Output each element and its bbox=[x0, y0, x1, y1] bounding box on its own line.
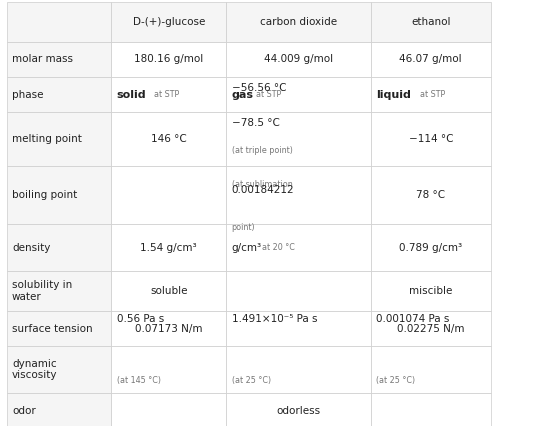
Bar bbox=[111, 166, 226, 225]
Text: 0.02275 N/m: 0.02275 N/m bbox=[397, 324, 465, 334]
Text: at STP: at STP bbox=[420, 90, 445, 99]
Bar bbox=[226, 311, 371, 346]
Text: ethanol: ethanol bbox=[411, 17, 450, 27]
Bar bbox=[111, 346, 226, 393]
Bar bbox=[111, 311, 226, 346]
Text: 180.16 g/mol: 180.16 g/mol bbox=[134, 55, 203, 64]
Bar bbox=[226, 42, 371, 77]
Text: 0.789 g/cm³: 0.789 g/cm³ bbox=[399, 243, 462, 253]
Text: dynamic
viscosity: dynamic viscosity bbox=[12, 359, 57, 380]
Bar bbox=[111, 77, 226, 112]
Text: boiling point: boiling point bbox=[12, 190, 78, 200]
Text: (at 25 °C): (at 25 °C) bbox=[232, 376, 271, 385]
Text: at STP: at STP bbox=[154, 90, 179, 99]
Text: odorless: odorless bbox=[276, 406, 321, 416]
Bar bbox=[226, 112, 371, 166]
Bar bbox=[226, 166, 371, 225]
Text: g/cm³: g/cm³ bbox=[232, 243, 262, 253]
Bar bbox=[111, 112, 226, 166]
Text: carbon dioxide: carbon dioxide bbox=[260, 17, 337, 27]
Text: 0.07173 N/m: 0.07173 N/m bbox=[135, 324, 203, 334]
Text: 78 °C: 78 °C bbox=[416, 190, 446, 200]
Bar bbox=[371, 166, 491, 225]
Text: (at triple point): (at triple point) bbox=[232, 146, 292, 155]
Text: −114 °C: −114 °C bbox=[408, 134, 453, 144]
Text: odor: odor bbox=[12, 406, 35, 416]
Text: solid: solid bbox=[117, 89, 146, 100]
Bar bbox=[371, 112, 491, 166]
Bar bbox=[226, 225, 371, 271]
Bar bbox=[226, 2, 371, 42]
Bar bbox=[371, 225, 491, 271]
Text: phase: phase bbox=[12, 89, 44, 100]
Bar bbox=[111, 225, 226, 271]
Text: (at 25 °C): (at 25 °C) bbox=[376, 376, 416, 385]
Bar bbox=[371, 346, 491, 393]
Text: density: density bbox=[12, 243, 50, 253]
Bar bbox=[7, 225, 111, 271]
Bar bbox=[226, 393, 371, 426]
Text: −56.56 °C: −56.56 °C bbox=[232, 83, 286, 93]
Text: 0.56 Pa s: 0.56 Pa s bbox=[117, 314, 164, 324]
Bar bbox=[7, 271, 111, 311]
Bar bbox=[226, 346, 371, 393]
Bar bbox=[7, 77, 111, 112]
Text: 1.491×10⁻⁵ Pa s: 1.491×10⁻⁵ Pa s bbox=[232, 314, 317, 324]
Text: D-(+)-glucose: D-(+)-glucose bbox=[133, 17, 205, 27]
Bar bbox=[7, 393, 111, 426]
Text: −78.5 °C: −78.5 °C bbox=[232, 118, 280, 128]
Text: miscible: miscible bbox=[409, 286, 453, 296]
Bar bbox=[7, 166, 111, 225]
Text: at STP: at STP bbox=[256, 90, 281, 99]
Text: melting point: melting point bbox=[12, 134, 82, 144]
Text: surface tension: surface tension bbox=[12, 324, 93, 334]
Text: 0.001074 Pa s: 0.001074 Pa s bbox=[376, 314, 449, 324]
Text: soluble: soluble bbox=[150, 286, 187, 296]
Bar bbox=[371, 393, 491, 426]
Bar bbox=[7, 2, 111, 42]
Bar bbox=[7, 311, 111, 346]
Bar bbox=[371, 77, 491, 112]
Bar bbox=[371, 271, 491, 311]
Bar bbox=[7, 42, 111, 77]
Text: 0.00184212: 0.00184212 bbox=[232, 185, 294, 196]
Bar bbox=[111, 2, 226, 42]
Text: solubility in
water: solubility in water bbox=[12, 280, 72, 302]
Bar bbox=[111, 271, 226, 311]
Bar bbox=[371, 2, 491, 42]
Text: at 20 °C: at 20 °C bbox=[263, 243, 295, 252]
Bar bbox=[7, 346, 111, 393]
Text: point): point) bbox=[232, 223, 255, 233]
Bar bbox=[111, 42, 226, 77]
Bar bbox=[226, 77, 371, 112]
Text: molar mass: molar mass bbox=[12, 55, 73, 64]
Text: 46.07 g/mol: 46.07 g/mol bbox=[400, 55, 462, 64]
Text: (at 145 °C): (at 145 °C) bbox=[117, 376, 161, 385]
Bar bbox=[371, 311, 491, 346]
Text: (at sublimation: (at sublimation bbox=[232, 180, 292, 189]
Bar bbox=[111, 393, 226, 426]
Bar bbox=[7, 112, 111, 166]
Text: gas: gas bbox=[232, 89, 253, 100]
Text: 44.009 g/mol: 44.009 g/mol bbox=[264, 55, 333, 64]
Text: 146 °C: 146 °C bbox=[151, 134, 187, 144]
Bar bbox=[371, 42, 491, 77]
Bar bbox=[226, 271, 371, 311]
Text: liquid: liquid bbox=[376, 89, 411, 100]
Text: 1.54 g/cm³: 1.54 g/cm³ bbox=[140, 243, 197, 253]
